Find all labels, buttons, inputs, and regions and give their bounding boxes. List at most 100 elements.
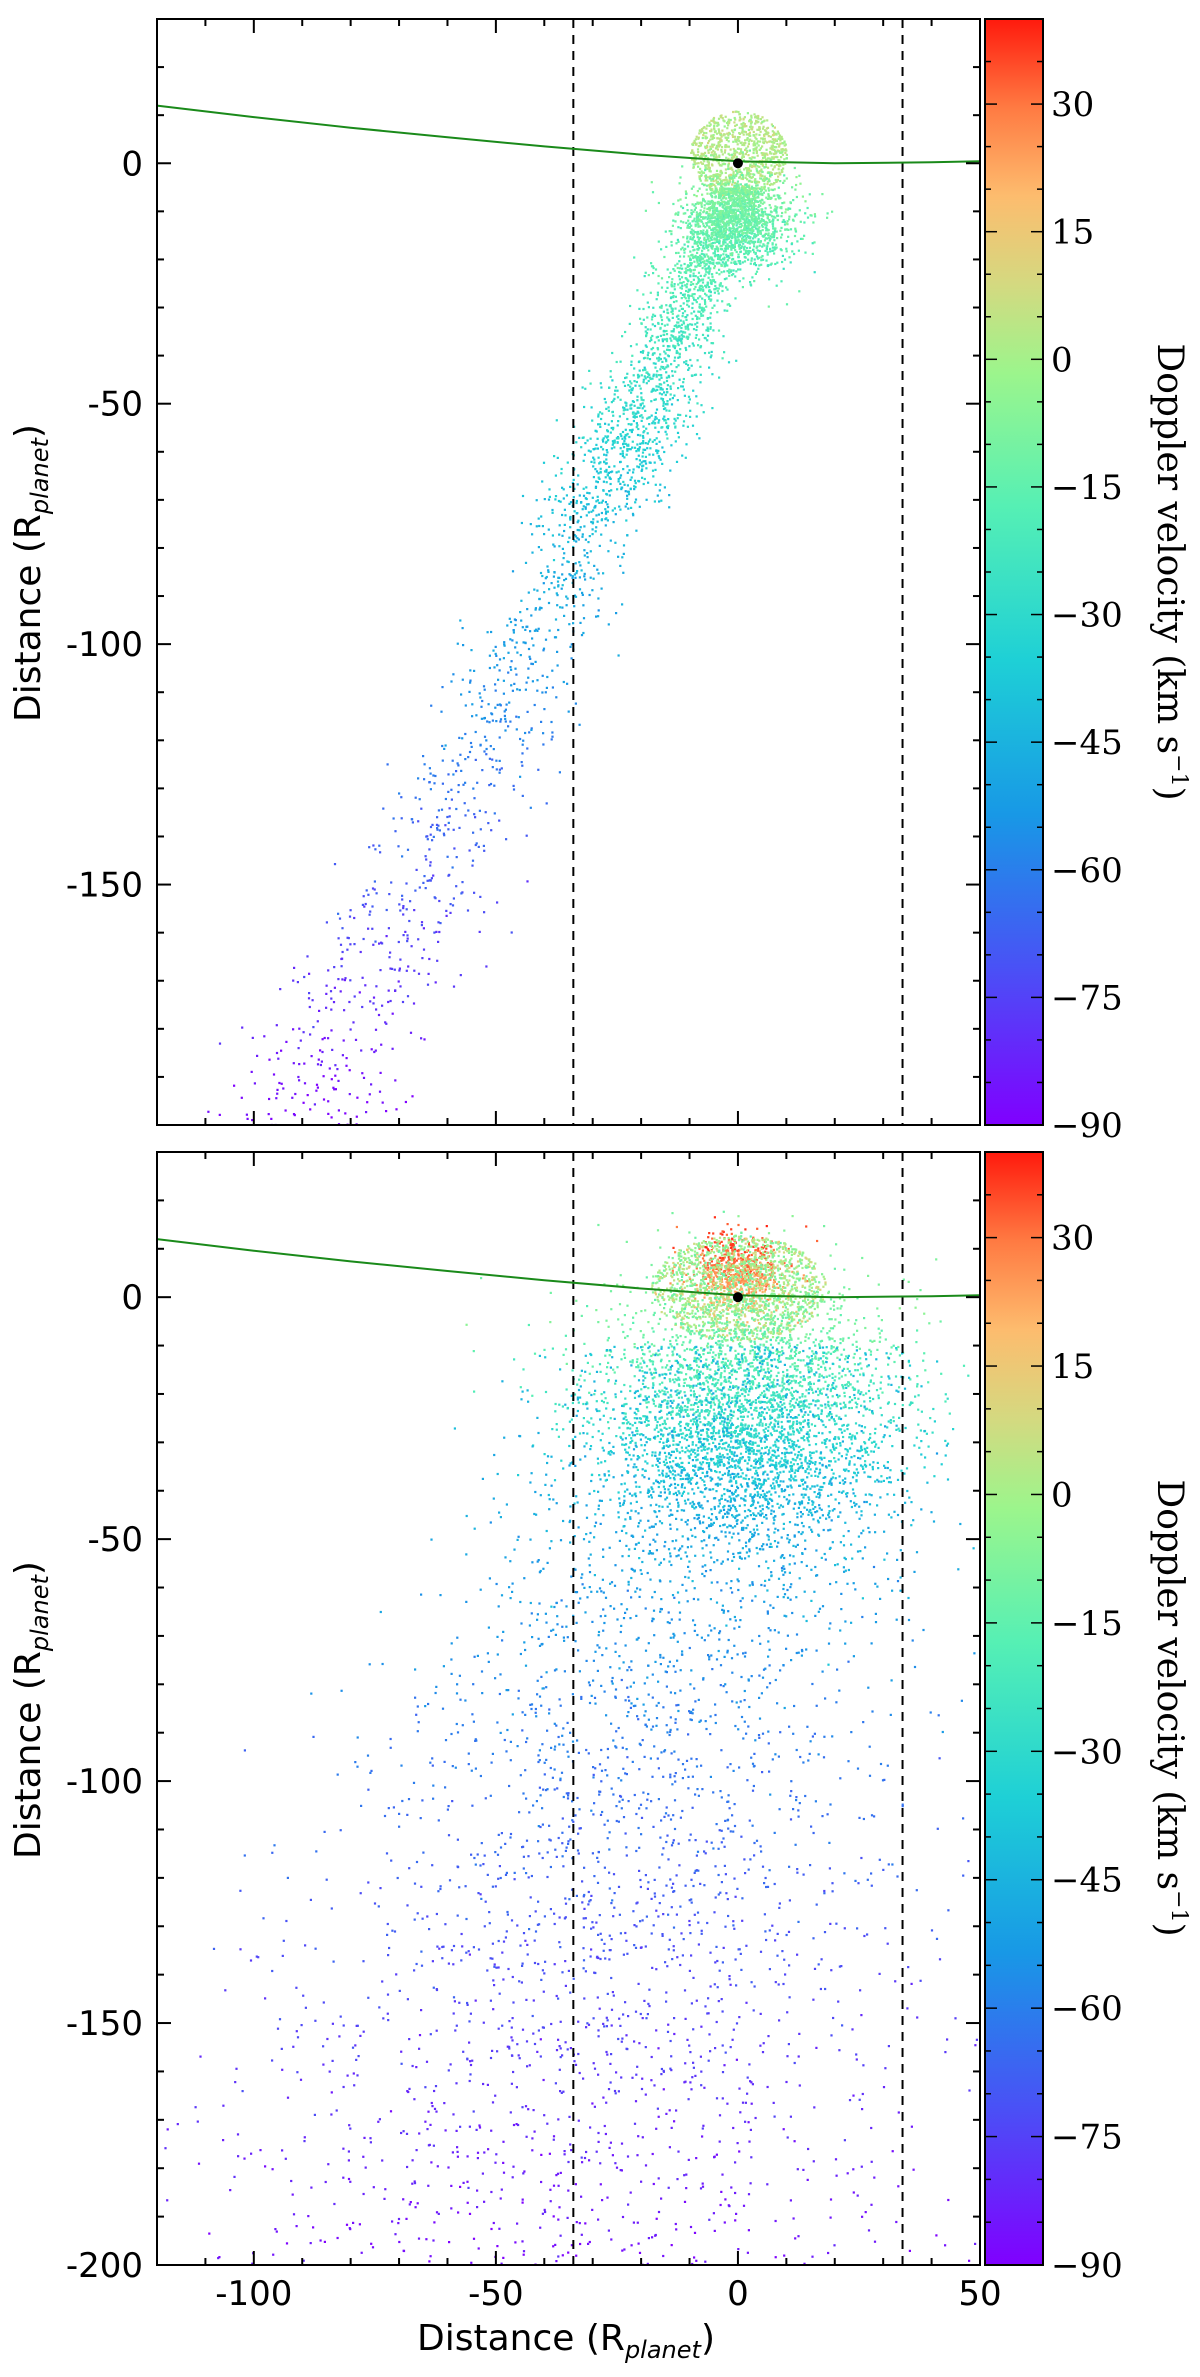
particle-point (635, 415, 638, 418)
particle-point (591, 419, 594, 422)
particle-point (775, 172, 778, 175)
particle-point (738, 245, 741, 248)
particle-point (738, 113, 741, 116)
particle-point (775, 139, 778, 142)
particle-point (584, 507, 587, 510)
particle-point (697, 297, 700, 300)
particle-point (784, 151, 787, 155)
particle-point (575, 540, 578, 543)
particle-point (750, 259, 753, 262)
particle-point (524, 561, 528, 564)
particle-point (761, 116, 764, 119)
particle-point (770, 123, 773, 126)
particle-point (589, 437, 592, 440)
particle-point (703, 253, 706, 256)
particle-point (746, 170, 749, 173)
particle-point (435, 930, 438, 933)
particle-point (606, 503, 609, 506)
particle-point (727, 124, 730, 127)
particle-point (723, 309, 726, 312)
particle-point (713, 237, 716, 240)
particle-point (710, 342, 713, 345)
particle-point (717, 223, 720, 226)
particle-point (621, 335, 624, 338)
particle-point (752, 242, 756, 245)
particle-point (775, 209, 778, 212)
particle-point (722, 243, 725, 246)
particle-point (770, 215, 773, 218)
particle-point (605, 470, 608, 473)
particle-point (743, 203, 747, 206)
particle-point (721, 300, 724, 303)
particle-point (547, 569, 550, 572)
particle-point (773, 138, 776, 141)
particle-point (460, 693, 463, 696)
particle-point (423, 778, 426, 781)
particle-point (449, 903, 452, 906)
particle-point (693, 231, 697, 234)
particle-point (713, 183, 716, 186)
particle-point (695, 162, 698, 165)
particle-point (734, 218, 737, 221)
particle-point (716, 122, 720, 125)
particle-point (298, 1027, 301, 1030)
particle-point (722, 179, 725, 182)
particle-point (710, 217, 713, 220)
particle-point (684, 212, 687, 215)
particle-point (707, 221, 710, 224)
particle-point (299, 1039, 302, 1042)
particle-point (574, 562, 577, 565)
particle-point (689, 250, 692, 253)
particle-point (353, 995, 356, 998)
particle-point (761, 225, 764, 228)
particle-point (743, 200, 747, 203)
particle-point (408, 919, 411, 923)
particle-point (652, 267, 655, 270)
particle-point (685, 221, 688, 224)
particle-point (457, 790, 460, 794)
particle-point (729, 252, 732, 255)
particle-point (692, 210, 695, 213)
particle-point (688, 398, 691, 401)
particle-point (757, 204, 761, 207)
particle-point (645, 427, 648, 430)
particle-point (634, 486, 637, 489)
particle-point (458, 736, 461, 739)
particle-point (529, 523, 532, 526)
particle-point (561, 547, 564, 550)
particle-point (339, 943, 343, 946)
particle-point (739, 174, 742, 177)
particle-point (580, 634, 584, 637)
particle-point (499, 718, 503, 721)
particle-point (446, 815, 449, 819)
particle-point (336, 1068, 339, 1071)
particle-point (550, 720, 553, 724)
particle-point (696, 219, 699, 222)
particle-point (764, 178, 767, 181)
particle-point (710, 163, 714, 166)
particle-point (735, 241, 738, 244)
particle-point (666, 348, 670, 351)
particle-point (727, 234, 730, 237)
particle-point (402, 934, 405, 937)
particle-point (641, 465, 644, 468)
particle-point (587, 541, 590, 544)
particle-point (774, 152, 777, 155)
particle-point (619, 482, 622, 485)
particle-point (730, 261, 733, 264)
particle-point (719, 248, 723, 251)
particle-point (710, 354, 713, 357)
particle-point (785, 222, 788, 225)
particle-point (702, 184, 706, 187)
particle-point (694, 336, 697, 339)
particle-point (569, 501, 573, 504)
particle-point (707, 257, 711, 260)
particle-point (758, 226, 761, 229)
particle-point (466, 909, 470, 912)
particle-point (731, 135, 735, 138)
particle-point (654, 268, 658, 271)
particle-point (776, 142, 779, 146)
particle-point (716, 261, 719, 264)
particle-point (583, 572, 586, 575)
particle-point (641, 402, 644, 405)
